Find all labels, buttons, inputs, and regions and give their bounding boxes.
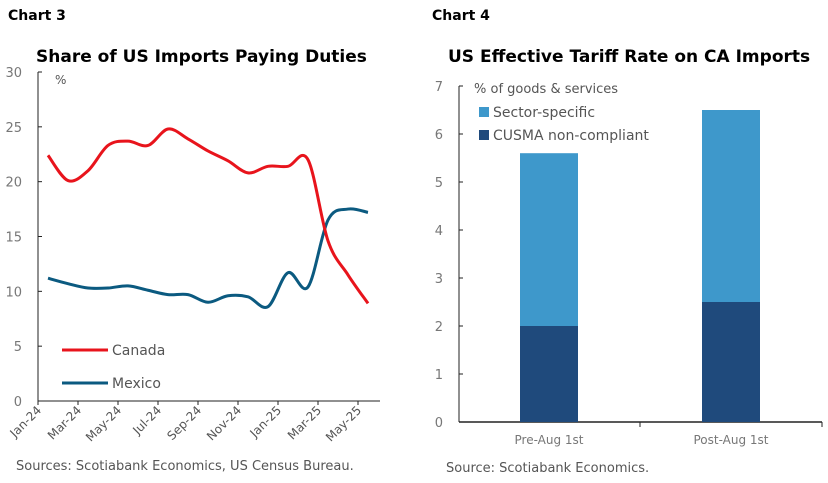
bar-cusma-non-compliant [702,302,760,422]
chart-title: Share of US Imports Paying Duties [36,47,367,67]
source-note: Sources: Scotiabank Economics, US Census… [16,459,354,474]
y-tick-label: 2 [435,320,443,335]
y-tick-label: 30 [5,66,22,81]
x-tick-label: Mar-24 [45,403,84,442]
y-tick-label: 10 [5,285,22,300]
chart-title: US Effective Tariff Rate on CA Imports [448,47,810,67]
y-tick-label: 1 [435,368,443,383]
legend-label: Canada [112,343,165,359]
x-tick-label: May-25 [323,403,364,444]
legend-swatch [479,107,489,117]
legend-swatch [479,130,489,140]
y-tick-label: 6 [435,128,443,143]
legend-label: CUSMA non-compliant [493,128,649,144]
y-tick-label: 15 [5,231,22,246]
line-mexico [47,207,369,309]
bar-cusma-non-compliant [520,326,578,422]
x-tick-label: Jan-24 [7,403,45,441]
x-tick-label: Post-Aug 1st [693,433,768,447]
y-tick-label: 4 [435,224,443,239]
x-tick-label: Jul-24 [129,403,164,438]
y-tick-label: 5 [435,176,443,191]
y-tick-label: 20 [5,176,22,191]
y-tick-label: 25 [5,121,22,136]
x-tick-label: Pre-Aug 1st [515,433,584,447]
x-tick-label: May-24 [83,403,124,444]
line-canada [46,127,370,305]
x-tick-label: Sep-24 [164,403,204,443]
y-tick-label: 0 [14,395,22,410]
x-tick-label: Nov-24 [204,403,244,443]
y-tick-label: 7 [435,80,443,95]
x-tick-label: Jan-25 [247,403,285,441]
bar-sector-specific [520,153,578,326]
legend-label: Sector-specific [493,105,595,121]
y-tick-label: 3 [435,272,443,287]
panel-label: Chart 3 [8,8,66,24]
y-tick-label: 5 [14,340,22,355]
legend-label: Mexico [112,376,161,392]
panel-label: Chart 4 [432,8,490,24]
y-axis-label: % of goods & services [474,82,618,97]
x-tick-label: Mar-25 [285,403,324,442]
bar-sector-specific [702,110,760,302]
y-tick-label: 0 [435,416,443,431]
source-note: Source: Scotiabank Economics. [446,461,649,476]
y-axis-label: % [55,73,66,87]
